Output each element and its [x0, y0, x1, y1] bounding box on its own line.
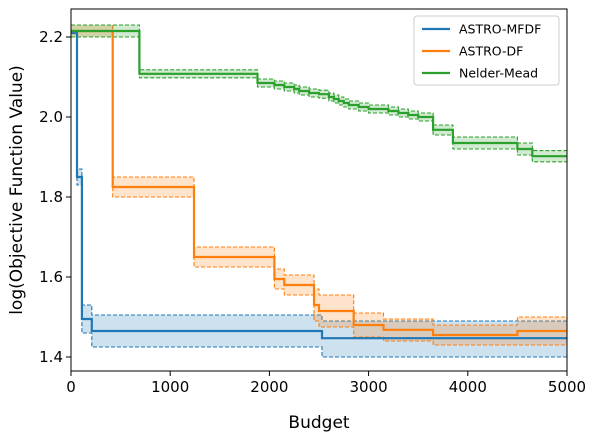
- axes-frame: [70, 8, 568, 372]
- x-axis-label: Budget: [288, 413, 349, 433]
- y-tick-label: 1.4: [39, 348, 63, 366]
- legend-label-astro-mfdf: ASTRO-MFDF: [459, 22, 541, 37]
- nelder-mead-upper-bound-line: [71, 24, 567, 152]
- nelder-mead-lower-bound-line: [71, 36, 567, 163]
- astro-df-confidence-band: [71, 25, 567, 345]
- y-axis: 1.4 1.6 1.8 2.0 2.2: [39, 28, 71, 366]
- x-axis: 0 1000 2000 3000 4000 5000: [66, 371, 586, 396]
- legend: ASTRO-MFDF ASTRO-DF Nelder-Mead: [413, 15, 560, 86]
- legend-label-astro-df: ASTRO-DF: [459, 44, 523, 59]
- y-tick-label: 1.6: [39, 268, 63, 286]
- x-tick-label: 2000: [250, 378, 288, 396]
- x-tick-label: 4000: [449, 378, 487, 396]
- x-tick-label: 5000: [548, 378, 586, 396]
- astro-mfdf-series-line: [71, 31, 567, 340]
- y-tick-label: 2.0: [39, 108, 63, 126]
- legend-label-nelder-mead: Nelder-Mead: [459, 66, 538, 81]
- y-tick-label: 1.8: [39, 188, 63, 206]
- nelder-mead-series-line: [71, 29, 567, 158]
- x-tick-label: 3000: [350, 378, 388, 396]
- y-axis-label: log(Objective Function Value): [7, 65, 27, 315]
- x-tick-label: 0: [66, 378, 76, 396]
- y-tick-label: 2.2: [39, 28, 63, 46]
- astro-df-series-line: [71, 29, 567, 337]
- x-tick-label: 1000: [151, 378, 189, 396]
- plot-area: [71, 24, 567, 358]
- legend-frame: [413, 15, 560, 86]
